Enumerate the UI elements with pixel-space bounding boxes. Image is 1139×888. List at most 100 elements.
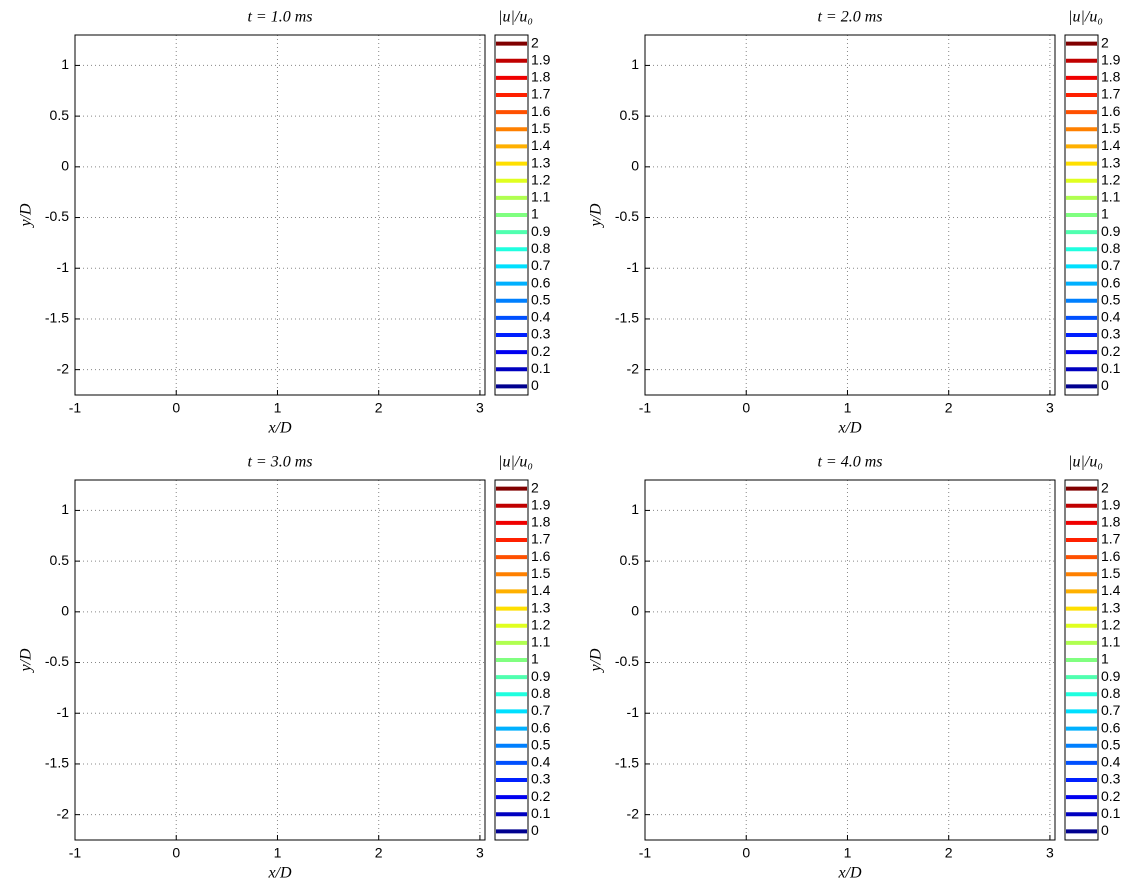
x-tick-label: 1 (844, 400, 852, 416)
plot-area (645, 480, 1055, 840)
y-axis-label: y/D (18, 203, 35, 229)
x-tick-label: 0 (172, 400, 180, 416)
colorbar-tick-label: 1.6 (1101, 548, 1121, 564)
colorbar-tick-label: 0.7 (531, 702, 551, 718)
colorbar-tick-label: 0.3 (1101, 771, 1121, 787)
colorbar-tick-label: 1 (531, 651, 539, 667)
plot-frame (74, 479, 486, 841)
colorbar-tick-label: 0.2 (1101, 788, 1121, 804)
colorbar-tick-label: 0.6 (531, 719, 551, 735)
colorbar-tick-label: 0.5 (531, 291, 551, 307)
x-tick-label: 0 (742, 400, 750, 416)
colorbar-tick-label: 1.2 (531, 616, 551, 632)
x-tick-label: -1 (639, 845, 652, 861)
plot-area (75, 35, 485, 395)
colorbar-tick-label: 0.5 (1101, 291, 1121, 307)
colorbar-tick-label: 0 (1101, 377, 1109, 393)
y-tick-label: -1 (57, 259, 70, 275)
y-tick-label: -2 (627, 360, 640, 376)
colorbar-tick-label: 0.2 (531, 343, 551, 359)
colorbar-tick-label: 0.3 (531, 771, 551, 787)
colorbar-tick-label: 0.3 (531, 326, 551, 342)
colorbar-tick-label: 0.6 (1101, 719, 1121, 735)
y-tick-label: 0 (631, 158, 639, 174)
colorbar-tick-label: 1.9 (1101, 51, 1121, 67)
y-tick-label: 0.5 (50, 107, 70, 123)
colorbar-tick-label: 1.5 (531, 120, 551, 136)
colorbar-tick-label: 0 (531, 377, 539, 393)
colorbar-tick-label: 0.8 (1101, 240, 1121, 256)
x-axis-label: x/D (267, 420, 292, 437)
y-tick-label: 0.5 (620, 552, 640, 568)
colorbar-tick-label: 1 (1101, 651, 1109, 667)
colorbar-tick-label: 0.4 (1101, 754, 1121, 770)
y-tick-label: -1.5 (45, 310, 69, 326)
y-tick-label: -2 (57, 360, 70, 376)
chart-title: t = 4.0 ms (817, 454, 882, 471)
y-tick-label: -1 (627, 704, 640, 720)
colorbar-tick-label: 1.7 (1101, 86, 1121, 102)
x-axis-label: x/D (837, 420, 862, 437)
plot-frame (644, 479, 1056, 841)
y-tick-label: 0 (61, 603, 69, 619)
y-axis-label: y/D (18, 648, 35, 674)
x-tick-label: 3 (1046, 400, 1054, 416)
x-axis-label: x/D (837, 865, 862, 882)
colorbar-tick-label: 1.3 (531, 154, 551, 170)
colorbar-tick-label: 1.3 (1101, 599, 1121, 615)
x-tick-label: -1 (639, 400, 652, 416)
colorbar-tick-label: 0.1 (1101, 360, 1121, 376)
colorbar-tick-label: 1.7 (1101, 531, 1121, 547)
y-tick-label: -1.5 (615, 755, 639, 771)
colorbar-tick-label: 1.9 (1101, 496, 1121, 512)
colorbar-tick-label: 0.1 (531, 360, 551, 376)
colorbar-tick-label: 1.5 (531, 565, 551, 581)
colorbar-tick-label: 0 (531, 822, 539, 838)
colorbar-tick-label: 1.1 (1101, 634, 1121, 650)
colorbar-tick-label: 0.4 (531, 309, 551, 325)
y-tick-label: 1 (61, 56, 69, 72)
colorbar-label: |u|/u₀ (1068, 9, 1103, 26)
colorbar-tick-label: 2 (531, 34, 539, 50)
colorbar-tick-label: 0.7 (1101, 702, 1121, 718)
x-tick-label: -1 (69, 845, 82, 861)
chart-title: t = 1.0 ms (247, 9, 312, 26)
x-tick-label: -1 (69, 400, 82, 416)
chart-title: t = 2.0 ms (817, 9, 882, 26)
colorbar-tick-label: 2 (1101, 34, 1109, 50)
colorbar-tick-label: 1 (531, 206, 539, 222)
colorbar-tick-label: 1.8 (1101, 514, 1121, 530)
colorbar-tick-label: 1.4 (531, 582, 551, 598)
y-tick-label: 0.5 (620, 107, 640, 123)
colorbar-tick-label: 1.3 (1101, 154, 1121, 170)
y-tick-label: 1 (631, 501, 639, 517)
colorbar-tick-label: 1.5 (1101, 565, 1121, 581)
colorbar-tick-label: 1.4 (531, 137, 551, 153)
y-tick-label: 1 (631, 56, 639, 72)
x-tick-label: 0 (172, 845, 180, 861)
colorbar-tick-label: 1.3 (531, 599, 551, 615)
x-tick-label: 3 (476, 400, 484, 416)
colorbar-tick-label: 1.8 (1101, 69, 1121, 85)
colorbar-label: |u|/u₀ (498, 454, 533, 471)
y-tick-label: -2 (57, 805, 70, 821)
x-tick-label: 2 (375, 845, 383, 861)
colorbar-tick-label: 0.7 (1101, 257, 1121, 273)
colorbar-tick-label: 1.2 (1101, 616, 1121, 632)
colorbar-label: |u|/u₀ (1068, 454, 1103, 471)
y-tick-label: 0 (631, 603, 639, 619)
colorbar-tick-label: 1.6 (531, 548, 551, 564)
chart-title: t = 3.0 ms (247, 454, 312, 471)
colorbar-tick-label: 0.8 (531, 240, 551, 256)
y-tick-label: -2 (627, 805, 640, 821)
colorbar-tick-label: 1.9 (531, 496, 551, 512)
colorbar-tick-label: 0.2 (531, 788, 551, 804)
colorbar-tick-label: 0 (1101, 822, 1109, 838)
colorbar-tick-label: 2 (531, 479, 539, 495)
plot-area (645, 35, 1055, 395)
colorbar-tick-label: 1.8 (531, 69, 551, 85)
colorbar-tick-label: 0.6 (1101, 274, 1121, 290)
y-tick-label: -0.5 (45, 653, 69, 669)
y-axis-label: y/D (588, 648, 605, 674)
